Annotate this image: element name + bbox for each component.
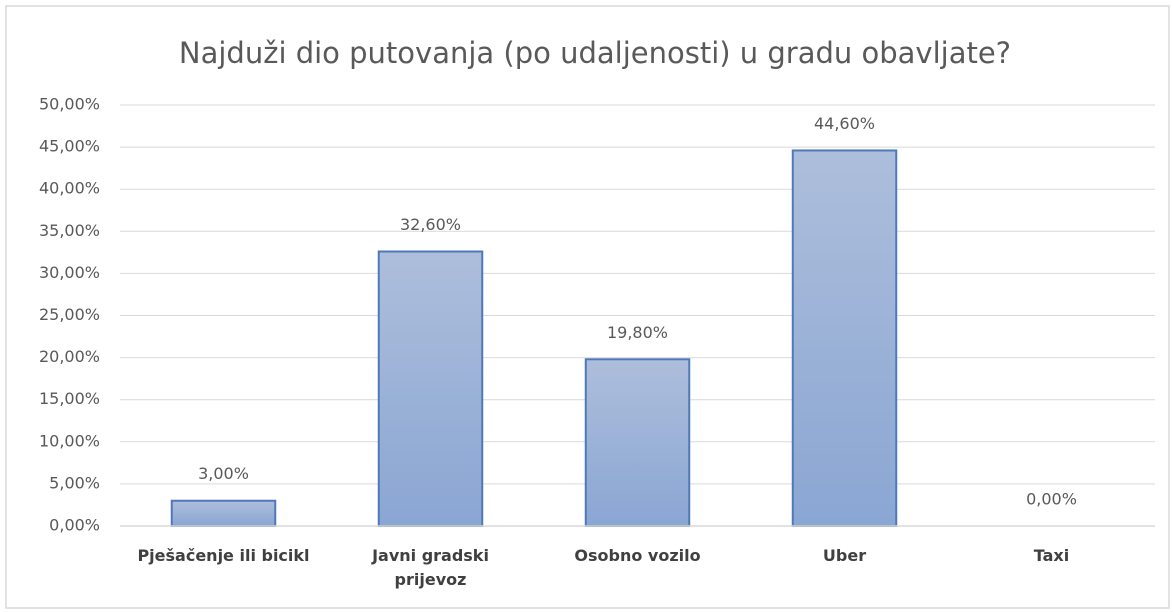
y-tick-label: 45,00% <box>39 137 100 156</box>
y-tick-label: 10,00% <box>39 431 100 450</box>
data-label: 3,00% <box>198 464 249 483</box>
bar <box>377 250 484 527</box>
x-tick-label: Javni gradski prijevoz <box>372 546 489 589</box>
chart-border <box>5 5 1170 609</box>
data-label: 19,80% <box>607 323 668 342</box>
data-label: 0,00% <box>1026 490 1077 509</box>
x-tick-label: Uber <box>822 546 867 565</box>
y-tick-label: 25,00% <box>39 305 100 324</box>
x-tick-label: Taxi <box>1033 546 1070 565</box>
bar <box>791 149 898 528</box>
bar <box>170 499 277 527</box>
y-tick-label: 0,00% <box>49 516 100 535</box>
data-label: 44,60% <box>814 114 875 133</box>
data-label: 32,60% <box>400 215 461 234</box>
x-tick-label: Osobno vozilo <box>574 546 701 565</box>
bar <box>584 358 691 527</box>
y-tick-label: 20,00% <box>39 347 100 366</box>
y-tick-label: 15,00% <box>39 389 100 408</box>
y-tick-label: 30,00% <box>39 263 100 282</box>
chart-title: Najduži dio putovanja (po udaljenosti) u… <box>179 36 1011 70</box>
y-tick-label: 35,00% <box>39 221 100 240</box>
x-tick-label: Pješačenje ili bicikl <box>137 546 310 565</box>
y-tick-label: 40,00% <box>39 179 100 198</box>
y-tick-label: 50,00% <box>39 95 100 114</box>
y-tick-label: 5,00% <box>49 473 100 492</box>
